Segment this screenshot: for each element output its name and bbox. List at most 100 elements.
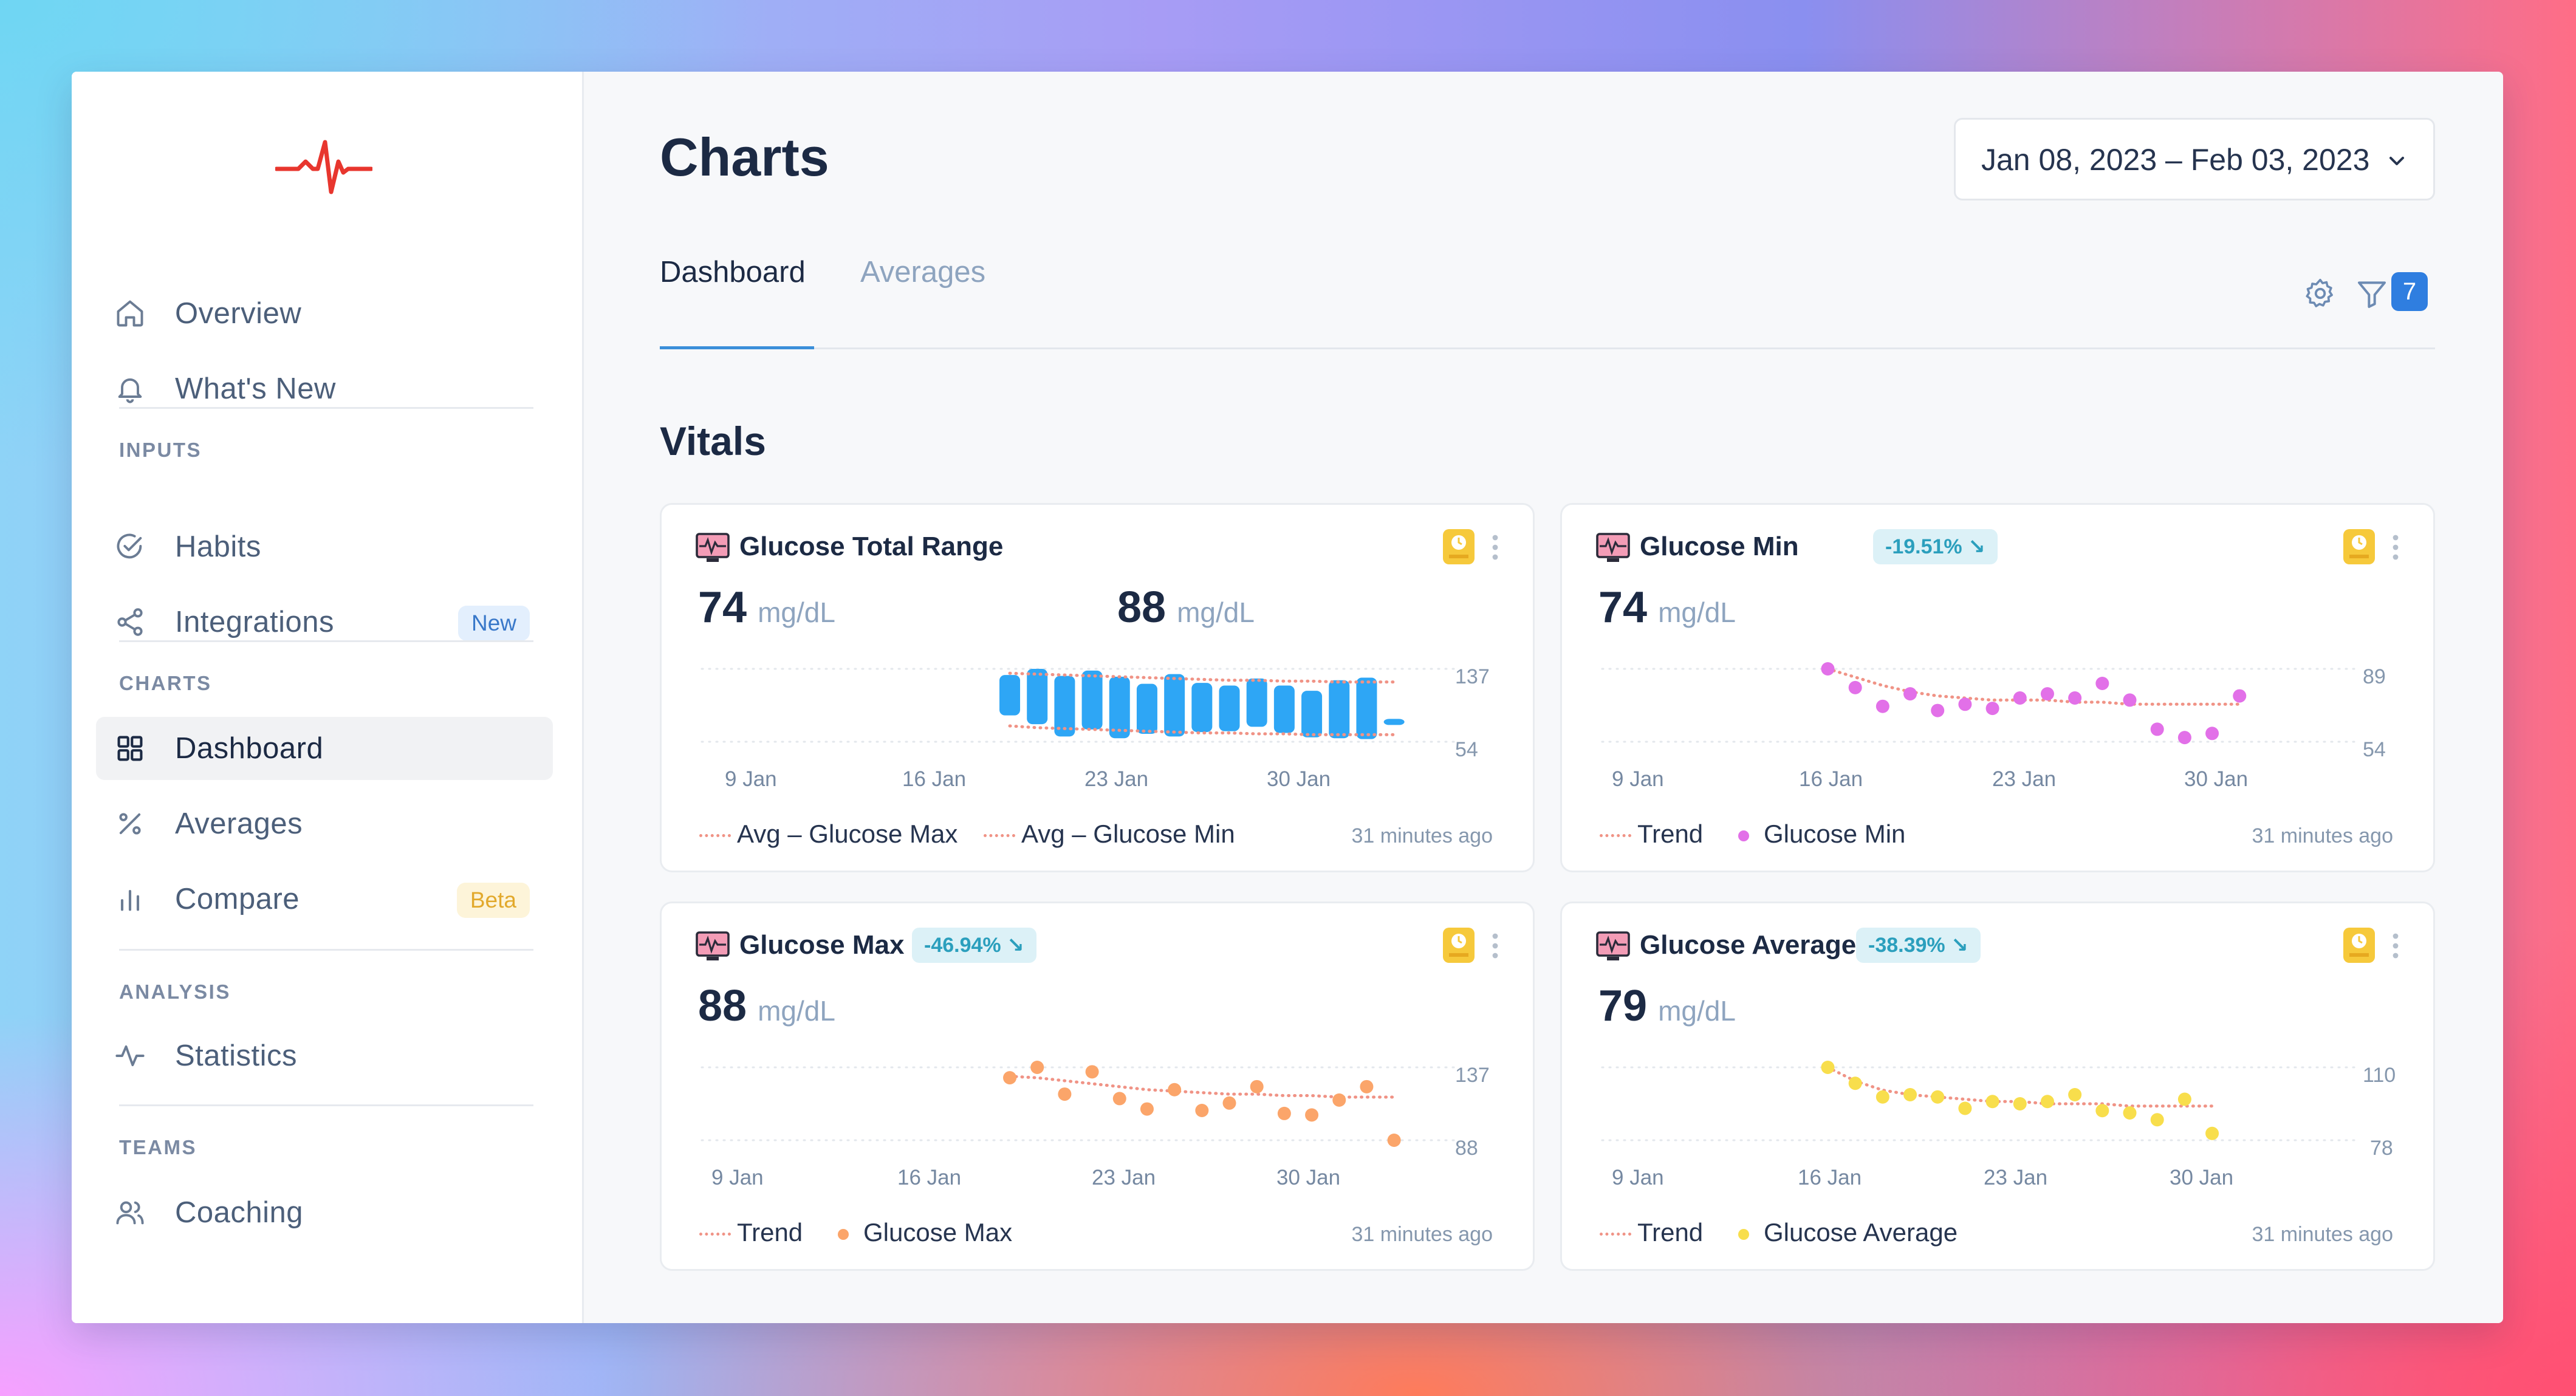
page-title: Charts — [660, 127, 829, 187]
glucose-average-point — [2013, 1097, 2027, 1110]
freestyle-source-icon — [1442, 528, 1476, 566]
sidebar-item-compare[interactable]: Compare Beta — [96, 867, 553, 931]
gear-icon[interactable] — [2303, 276, 2338, 311]
glucose-max-point — [1250, 1080, 1264, 1093]
chart-glucose-total-range — [701, 668, 1456, 743]
value-unit: mg/dL — [1658, 995, 1736, 1027]
y-tick-label: 88 — [1455, 1137, 1478, 1160]
sidebar-item-dashboard[interactable]: Dashboard — [96, 717, 553, 780]
active-tab-indicator — [660, 346, 814, 349]
card-title: Glucose Max — [739, 930, 905, 960]
glucose-max-point — [1360, 1080, 1374, 1093]
legend-swatch — [699, 1233, 731, 1236]
updated-time: 31 minutes ago — [1351, 824, 1493, 847]
freestyle-source-icon — [2342, 926, 2376, 964]
tab-averages[interactable]: Averages — [860, 256, 986, 289]
glucose-max-point — [1195, 1104, 1209, 1118]
glucose-average-point — [2040, 1095, 2054, 1109]
chart-card-glucose-total-range[interactable]: Glucose Total Range 74 mg/dL 88 mg/dL 137 … — [660, 503, 1535, 872]
value-unit: mg/dL — [1177, 597, 1255, 628]
home-icon — [114, 298, 146, 329]
heart-monitor-icon — [1596, 533, 1630, 563]
section-title-vitals: Vitals — [660, 419, 766, 464]
share-icon — [114, 606, 146, 638]
sidebar-item-averages[interactable]: Averages — [96, 792, 553, 855]
bar-chart-icon — [114, 883, 146, 915]
filter-icon[interactable] — [2355, 277, 2389, 311]
sidebar-item-overview[interactable]: Overview — [96, 282, 553, 345]
sidebar-item-statistics[interactable]: Statistics — [96, 1024, 553, 1087]
glucose-min-point — [1903, 687, 1917, 701]
y-tick-label: 137 — [1455, 665, 1490, 688]
sidebar-item-coaching[interactable]: Coaching — [96, 1181, 553, 1244]
value-number: 88 — [698, 982, 747, 1030]
sidebar-item-whats-new[interactable]: What's New — [96, 357, 553, 420]
sidebar-item-integrations[interactable]: Integrations New — [96, 590, 553, 654]
legend-item-avg-max: Avg – Glucose Max — [699, 819, 957, 849]
x-tick-label: 16 Jan — [897, 1166, 962, 1189]
delta-badge: -46.94% ↘ — [912, 928, 1036, 963]
chart-card-glucose-max[interactable]: Glucose Max -46.94% ↘ 88 mg/dL 137 88 9 J… — [660, 902, 1535, 1271]
x-tick-label: 23 Jan — [1084, 767, 1149, 791]
glucose-average-point — [2095, 1104, 2109, 1118]
check-circle-icon — [114, 531, 146, 563]
heart-monitor-icon — [696, 533, 730, 563]
value-number: 88 — [1117, 583, 1166, 632]
glucose-min-point — [1821, 662, 1835, 676]
range-bar — [1301, 691, 1323, 737]
glucose-min-point — [1985, 702, 1999, 716]
freestyle-source-icon — [1442, 926, 1476, 964]
x-tick-label: 16 Jan — [1799, 767, 1863, 791]
x-tick-label: 23 Jan — [1992, 767, 2057, 791]
glucose-min-point — [2177, 731, 2191, 745]
glucose-average-point — [1875, 1090, 1889, 1104]
users-icon — [114, 1197, 146, 1228]
glucose-average-point — [1931, 1090, 1945, 1104]
sidebar-item-habits[interactable]: Habits — [96, 515, 553, 578]
sidebar-divider — [119, 1104, 533, 1106]
glucose-min-point — [2123, 693, 2137, 707]
heart-monitor-icon — [1596, 931, 1630, 962]
range-bar — [1164, 674, 1185, 737]
trend-line — [1826, 667, 2241, 706]
chart-card-glucose-min[interactable]: Glucose Min -19.51% ↘ 74 mg/dL 89 54 9 Ja… — [1560, 503, 2435, 872]
more-vert-icon[interactable] — [1492, 534, 1499, 561]
heartbeat-logo-icon[interactable] — [274, 132, 374, 199]
legend-item-series: Glucose Max — [832, 1218, 1012, 1247]
more-vert-icon[interactable] — [2392, 932, 2399, 959]
date-range-picker[interactable]: Jan 08, 2023 – Feb 03, 2023 — [1954, 118, 2435, 200]
activity-icon — [114, 1040, 146, 1072]
sidebar-item-label: Compare — [175, 883, 300, 915]
section-label-teams: TEAMS — [119, 1136, 197, 1158]
value-number: 74 — [1598, 583, 1648, 632]
delta-badge: -38.39% ↘ — [1856, 928, 1981, 963]
range-bar — [1081, 670, 1103, 730]
y-tick-label: 89 — [2363, 665, 2386, 688]
more-vert-icon[interactable] — [1492, 932, 1499, 959]
value-unit: mg/dL — [758, 597, 835, 628]
tab-dashboard[interactable]: Dashboard — [660, 256, 806, 289]
x-tick-label: 30 Jan — [1267, 767, 1331, 791]
tabs-divider — [660, 347, 2435, 349]
updated-time: 31 minutes ago — [2252, 1223, 2394, 1246]
range-bar — [1054, 676, 1075, 737]
x-tick-label: 9 Jan — [711, 1166, 764, 1189]
section-label-charts: CHARTS — [119, 672, 212, 694]
sidebar-item-label: Overview — [175, 297, 302, 330]
range-bar — [1273, 685, 1295, 733]
sidebar-item-label: Habits — [175, 530, 261, 563]
value-glucose-max: 88 mg/dL — [1117, 583, 1255, 632]
legend-item-trend: Trend — [1600, 819, 1703, 849]
filter-count-badge[interactable]: 7 — [2391, 272, 2428, 311]
sidebar-item-label: Statistics — [175, 1039, 298, 1072]
legend-swatch — [1600, 1233, 1631, 1236]
glucose-min-point — [1848, 680, 1862, 694]
chart-card-glucose-average[interactable]: Glucose Average -38.39% ↘ 79 mg/dL 110 78… — [1560, 902, 2435, 1271]
glucose-max-point — [1058, 1087, 1072, 1101]
more-vert-icon[interactable] — [2392, 534, 2399, 561]
glucose-average-point — [1958, 1101, 1972, 1115]
glucose-min-point — [2068, 691, 2082, 705]
chart-glucose-average — [1601, 1061, 2357, 1141]
glucose-average-point — [2150, 1113, 2164, 1127]
glucose-min-point — [1958, 697, 1972, 711]
